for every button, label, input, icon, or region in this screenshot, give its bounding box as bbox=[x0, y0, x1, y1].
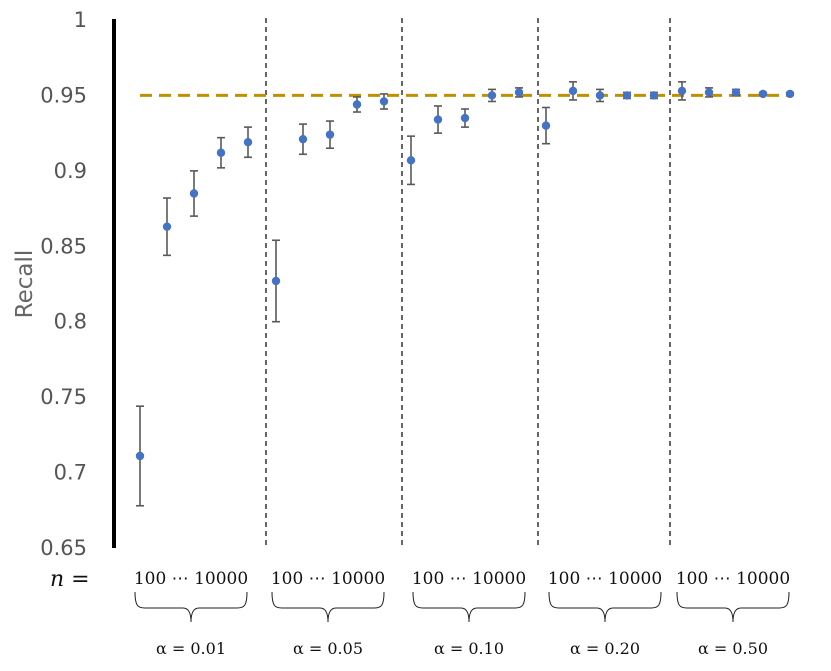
data-point bbox=[460, 113, 470, 123]
group-brace bbox=[271, 591, 385, 623]
error-bars bbox=[136, 81, 794, 507]
y-tick-label: 0.85 bbox=[40, 234, 87, 258]
y-axis-title: Recall bbox=[12, 250, 38, 319]
data-point bbox=[298, 134, 308, 144]
y-tick-label: 0.7 bbox=[54, 461, 87, 485]
data-point bbox=[352, 100, 362, 109]
y-tick-label: 0.9 bbox=[54, 159, 87, 183]
data-point bbox=[216, 148, 226, 157]
n-range-label: 100 ⋯ 10000 bbox=[548, 569, 662, 589]
data-point bbox=[541, 121, 551, 130]
y-tick-labels: 0.65 0.7 0.75 0.8 0.85 0.9 0.95 1 bbox=[40, 8, 87, 560]
data-point bbox=[731, 88, 741, 97]
data-point bbox=[487, 91, 497, 100]
alpha-label: α = 0.20 bbox=[570, 639, 640, 658]
n-range-label: 100 ⋯ 10000 bbox=[134, 569, 248, 589]
n-range-label: 100 ⋯ 10000 bbox=[412, 569, 526, 589]
y-tick-label: 0.75 bbox=[40, 385, 87, 409]
data-points bbox=[135, 86, 795, 461]
data-point bbox=[677, 86, 687, 96]
data-point bbox=[622, 91, 632, 100]
alpha-label: α = 0.10 bbox=[434, 639, 504, 658]
data-point bbox=[595, 91, 605, 100]
data-point bbox=[406, 156, 416, 165]
data-point bbox=[271, 276, 281, 286]
n-range-label: 100 ⋯ 10000 bbox=[271, 569, 385, 589]
group-brace bbox=[412, 591, 526, 623]
y-tick-label: 0.95 bbox=[40, 83, 87, 107]
data-point bbox=[704, 88, 714, 97]
data-point bbox=[433, 115, 443, 124]
group-braces: 100 ⋯ 10000 α = 0.01 100 ⋯ 10000 α = 0.05 10… bbox=[134, 569, 790, 658]
data-point bbox=[514, 88, 524, 97]
alpha-label: α = 0.01 bbox=[156, 639, 226, 658]
group-brace bbox=[548, 591, 662, 623]
data-point bbox=[325, 130, 335, 139]
alpha-label: α = 0.05 bbox=[293, 639, 363, 658]
y-tick-label: 0.8 bbox=[54, 310, 87, 334]
n-range-label: 100 ⋯ 10000 bbox=[676, 569, 790, 589]
alpha-label: α = 0.50 bbox=[698, 639, 768, 658]
group-separators bbox=[265, 18, 671, 548]
data-point bbox=[785, 89, 795, 99]
data-point bbox=[758, 89, 768, 99]
data-point bbox=[162, 222, 172, 231]
y-tick-label: 1 bbox=[74, 8, 87, 32]
group-brace bbox=[134, 591, 248, 623]
data-point bbox=[135, 451, 145, 461]
group-brace bbox=[676, 591, 790, 623]
y-tick-label: 0.65 bbox=[40, 536, 87, 560]
data-point bbox=[189, 189, 199, 198]
n-row-label: n = bbox=[50, 567, 90, 592]
data-point bbox=[243, 137, 253, 147]
data-point bbox=[649, 91, 659, 100]
data-point bbox=[379, 97, 389, 106]
data-point bbox=[568, 86, 578, 96]
